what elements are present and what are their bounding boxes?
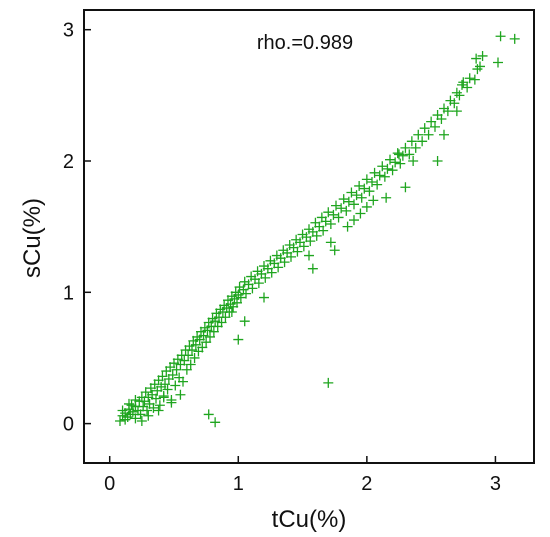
data-point xyxy=(493,58,503,68)
data-point xyxy=(339,194,349,204)
data-point xyxy=(175,390,185,400)
data-point xyxy=(344,197,354,207)
data-point xyxy=(372,180,382,190)
data-point xyxy=(439,130,449,140)
data-point xyxy=(470,75,480,85)
data-point xyxy=(341,206,351,216)
data-point xyxy=(454,90,464,100)
data-point xyxy=(331,201,341,211)
data-point xyxy=(210,417,220,427)
data-point xyxy=(400,182,410,192)
data-point xyxy=(359,184,369,194)
data-point xyxy=(328,210,338,220)
data-point xyxy=(154,405,164,415)
data-point xyxy=(308,264,318,274)
data-points xyxy=(115,31,520,427)
data-point xyxy=(496,31,506,41)
data-point xyxy=(364,186,374,196)
y-axis-title: sCu(%) xyxy=(19,198,46,278)
data-point xyxy=(381,193,391,203)
data-point xyxy=(357,193,367,203)
data-point xyxy=(395,159,405,169)
data-point xyxy=(362,174,372,184)
data-point xyxy=(367,177,377,187)
data-point xyxy=(349,215,359,225)
data-point xyxy=(343,222,353,232)
x-tick-label: 2 xyxy=(361,473,372,495)
data-point xyxy=(204,409,214,419)
data-point xyxy=(166,398,176,408)
x-tick-label: 0 xyxy=(104,473,115,495)
data-point xyxy=(452,88,462,98)
data-point xyxy=(362,202,372,212)
data-point xyxy=(349,199,359,209)
y-tick-label: 2 xyxy=(63,151,74,173)
data-point xyxy=(388,165,398,175)
x-axis-title: tCu(%) xyxy=(272,506,347,533)
rho-annotation: rho.=0.989 xyxy=(257,32,353,54)
data-point xyxy=(510,34,520,44)
x-tick-label: 3 xyxy=(490,473,501,495)
data-point xyxy=(352,190,362,200)
data-point xyxy=(368,195,378,205)
data-point xyxy=(393,148,403,158)
data-point xyxy=(457,80,467,90)
data-point xyxy=(377,161,387,171)
data-point xyxy=(385,155,395,165)
data-point xyxy=(382,164,392,174)
y-tick-label: 1 xyxy=(63,282,74,304)
data-point xyxy=(346,188,356,198)
data-point xyxy=(380,172,390,182)
data-point xyxy=(478,51,488,61)
data-point xyxy=(326,219,336,229)
data-point xyxy=(323,207,333,217)
axis-ticks: 0 1 2 3 0 1 2 3 xyxy=(63,20,501,495)
y-tick-label: 3 xyxy=(63,20,74,42)
data-point xyxy=(143,411,153,421)
data-point xyxy=(433,156,443,166)
data-point xyxy=(240,316,250,326)
x-tick-label: 1 xyxy=(233,473,244,495)
data-point xyxy=(137,416,147,426)
data-point xyxy=(375,170,385,180)
data-point xyxy=(304,251,314,261)
data-point xyxy=(259,293,269,303)
data-point xyxy=(355,209,365,219)
data-point xyxy=(354,181,364,191)
data-point xyxy=(472,64,482,74)
data-point xyxy=(452,106,462,116)
data-point xyxy=(323,378,333,388)
y-tick-label: 0 xyxy=(63,414,74,436)
data-point xyxy=(336,203,346,213)
data-point xyxy=(334,212,344,222)
data-point xyxy=(370,168,380,178)
data-point xyxy=(233,335,243,345)
